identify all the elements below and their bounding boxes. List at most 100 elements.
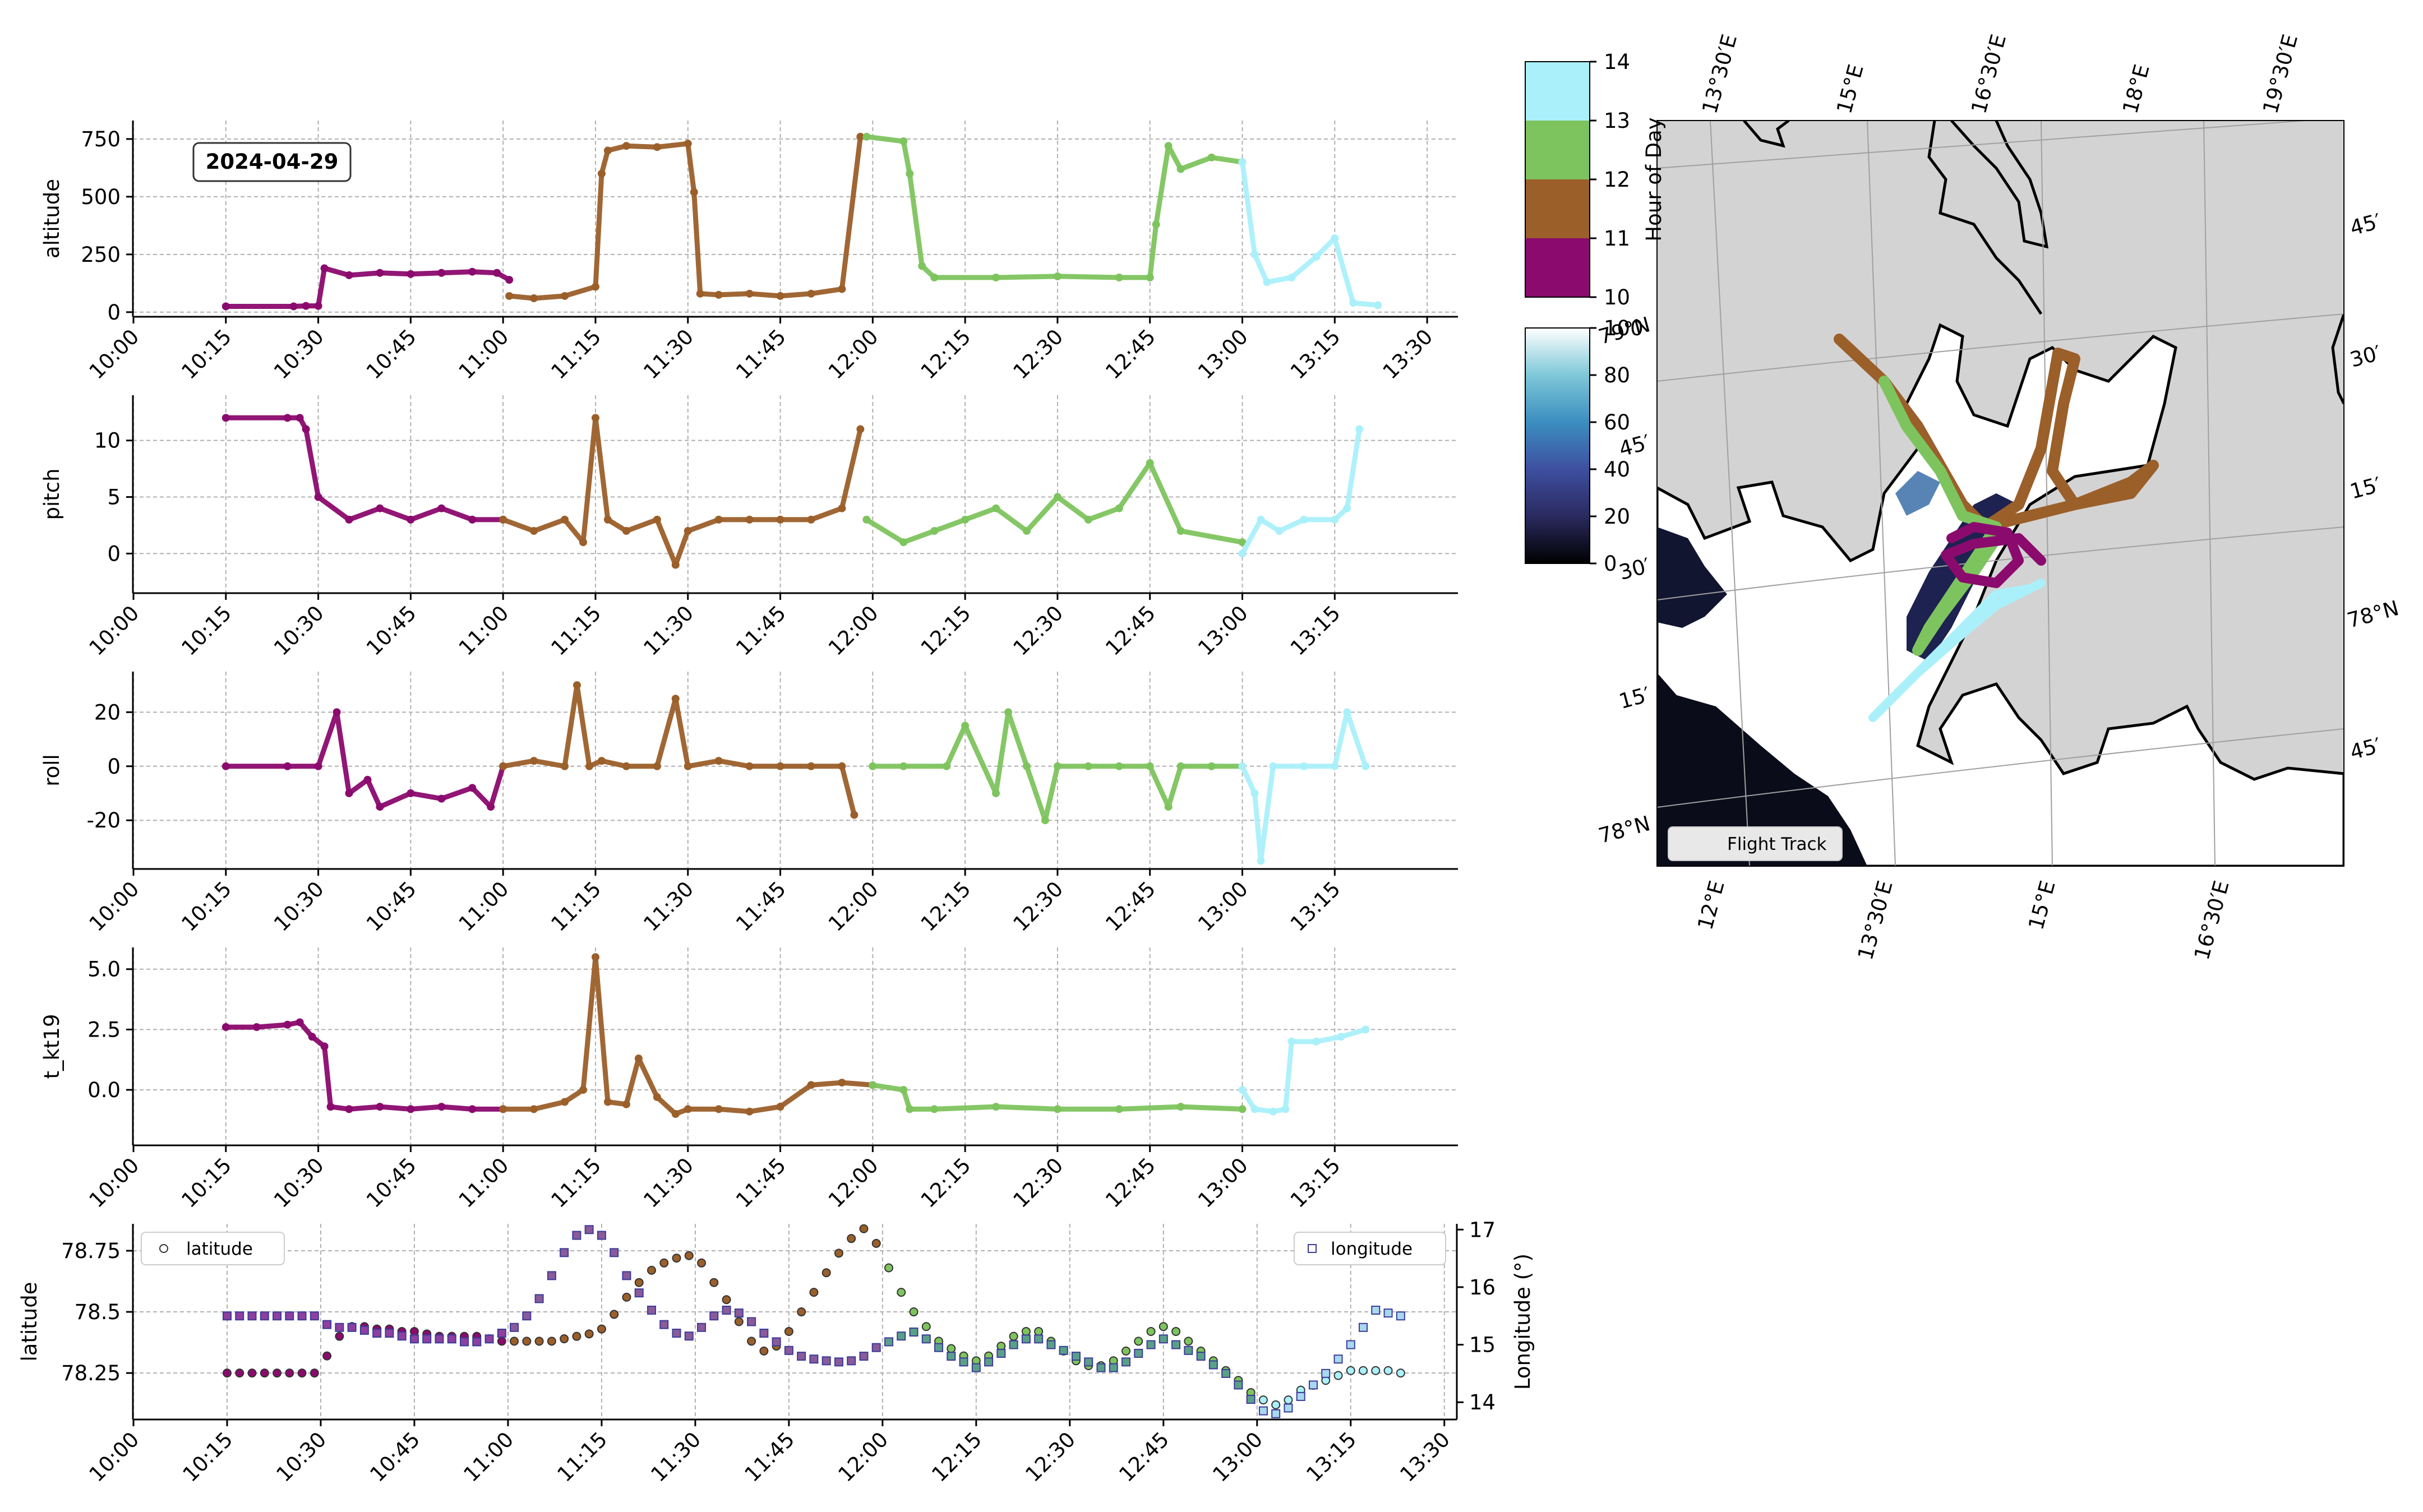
longitude-point: [1071, 1352, 1081, 1361]
longitude-point: [1121, 1357, 1130, 1367]
latitude-point: [1333, 1371, 1343, 1380]
data-point: [745, 762, 754, 770]
data-point: [992, 1103, 1000, 1111]
longitude-point: [1196, 1352, 1206, 1361]
map-coastline-ne: [1950, 121, 2049, 249]
longitude-point: [1284, 1403, 1293, 1413]
latitude-point: [409, 1326, 419, 1336]
latitude-point: [684, 1251, 694, 1260]
latitude-point: [1034, 1326, 1044, 1336]
data-point: [838, 1079, 846, 1087]
data-point: [1053, 1105, 1061, 1113]
data-point: [850, 811, 859, 819]
longitude-legend-label: longitude: [1331, 1239, 1413, 1259]
latitude-legend-label: latitude: [186, 1239, 253, 1259]
colorbar2-tick-label: 80: [1604, 363, 1630, 387]
data-point: [221, 414, 230, 422]
latitude-point: [1159, 1322, 1168, 1331]
data-point: [561, 292, 569, 300]
latitude-point: [947, 1344, 956, 1353]
colorbar2-ticks: 0 20 40 60 80 100: [1590, 316, 1644, 576]
longitude-point: [647, 1305, 656, 1315]
colorbar-tick-label: 13: [1604, 109, 1630, 133]
longitude-point: [1333, 1354, 1343, 1364]
y2-tick-label: 16: [1469, 1275, 1496, 1300]
colorbar2-tick-label: 60: [1604, 410, 1630, 434]
map-legend-box: [1668, 826, 1843, 861]
data-point: [1269, 1107, 1277, 1116]
data-point: [1176, 165, 1185, 173]
data-point: [1337, 1033, 1345, 1041]
y2-tick-label: 14: [1469, 1390, 1496, 1414]
data-point: [653, 515, 661, 524]
map-sea-ice: [1657, 673, 1867, 866]
colorbar2-tick-label: 0: [1604, 552, 1617, 576]
data-point: [1146, 459, 1154, 468]
data-point: [1207, 153, 1216, 161]
latitude-point: [597, 1324, 606, 1334]
longitude-point: [522, 1311, 532, 1321]
data-point: [561, 1098, 569, 1106]
data-point: [561, 762, 569, 770]
latitude-point: [1258, 1395, 1268, 1405]
map-graticule: [1657, 121, 2344, 866]
longitude-point: [734, 1308, 744, 1318]
data-point: [314, 493, 322, 501]
data-point: [776, 762, 784, 770]
latitude-point: [809, 1288, 819, 1297]
longitude-point: [1246, 1395, 1256, 1404]
latitude-point: [784, 1326, 793, 1336]
longitude-point: [584, 1225, 594, 1234]
longitude-point: [397, 1331, 407, 1341]
data-point: [1275, 527, 1284, 535]
latitude-point: [547, 1337, 556, 1346]
latitude-point: [260, 1368, 269, 1378]
longitude-point: [1321, 1368, 1331, 1378]
y-tick-label: 2.5: [87, 1018, 121, 1042]
data-point: [992, 789, 1000, 797]
latitude-point: [1346, 1366, 1355, 1375]
longitude-point: [1146, 1340, 1156, 1349]
longitude-point: [359, 1325, 369, 1335]
latitude-point: [247, 1368, 257, 1378]
latitude-point: [285, 1368, 294, 1378]
longitude-point: [959, 1357, 968, 1367]
data-point: [918, 262, 926, 270]
data-point: [530, 527, 538, 535]
longitude-point: [797, 1352, 806, 1361]
data-point: [899, 538, 908, 547]
data-point: [807, 289, 815, 298]
data-point: [1362, 762, 1370, 770]
series-trace-1: [500, 415, 863, 568]
longitude-point: [372, 1329, 382, 1338]
longitude-point: [971, 1363, 981, 1372]
latitude-point: [560, 1334, 569, 1344]
longitude-point: [260, 1311, 269, 1321]
data-point: [1331, 234, 1339, 242]
colorbar2-tick-label: 40: [1604, 457, 1630, 482]
map-frame: [1656, 120, 2344, 867]
latitude-point: [1184, 1337, 1193, 1346]
y-tick-label: 0: [107, 300, 121, 325]
longitude-point: [273, 1311, 282, 1321]
latitude-point: [747, 1337, 756, 1346]
longitude-point: [859, 1352, 869, 1361]
longitude-point: [335, 1323, 344, 1332]
latitude-point: [1009, 1331, 1018, 1341]
data-point: [862, 515, 871, 524]
data-point: [1053, 493, 1061, 501]
data-point: [1084, 762, 1092, 770]
latitude-point: [847, 1234, 856, 1243]
longitude-point: [1034, 1334, 1044, 1344]
data-point: [906, 1105, 914, 1113]
y-tick-label: 78.75: [61, 1239, 121, 1263]
data-point: [363, 775, 372, 784]
series-trace-2: [864, 134, 1245, 280]
data-point: [597, 169, 606, 178]
data-point: [1152, 220, 1160, 229]
latitude-point: [722, 1295, 731, 1305]
data-point: [505, 276, 514, 284]
data-point: [468, 784, 477, 792]
data-point: [530, 757, 538, 765]
data-point: [333, 708, 341, 716]
